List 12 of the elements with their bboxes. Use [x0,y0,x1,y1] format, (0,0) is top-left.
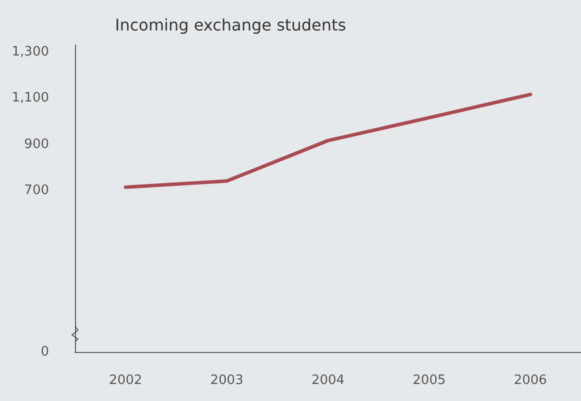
x-tick-label: 2003 [210,373,244,388]
x-tick-label: 2002 [109,373,142,388]
y-tick-label: 0 [40,344,49,360]
x-tick-label: 2006 [514,373,547,388]
y-tick-label: 700 [24,182,49,198]
x-tick-label: 2004 [311,373,345,388]
chart-title: Incoming exchange students [115,16,346,34]
y-tick-label: 900 [24,136,49,152]
y-tick-label: 1,300 [12,44,49,60]
y-tick-label: 1,100 [12,90,49,106]
line-series [124,92,532,189]
x-tick-label: 2005 [412,373,446,388]
